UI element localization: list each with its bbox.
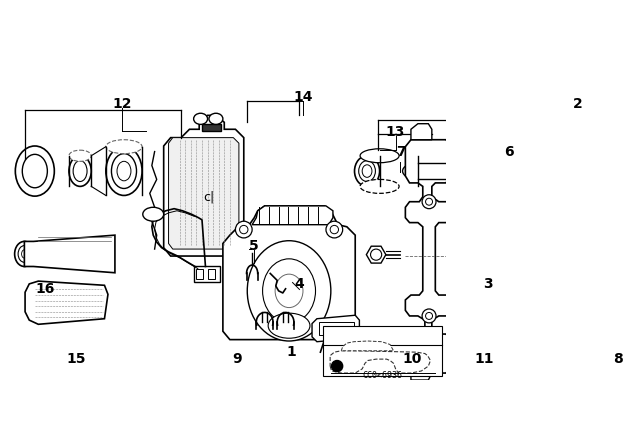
- Text: 12: 12: [112, 97, 132, 111]
- Text: 15: 15: [67, 352, 86, 366]
- Ellipse shape: [360, 149, 399, 163]
- Polygon shape: [366, 246, 386, 263]
- Bar: [194, 267, 220, 282]
- Text: 7: 7: [396, 145, 405, 159]
- Ellipse shape: [431, 163, 461, 179]
- Polygon shape: [312, 315, 360, 342]
- Ellipse shape: [267, 268, 274, 276]
- Bar: [207, 269, 214, 279]
- Ellipse shape: [111, 154, 136, 189]
- Ellipse shape: [143, 207, 164, 221]
- Ellipse shape: [15, 241, 34, 267]
- Ellipse shape: [106, 140, 142, 154]
- Bar: [196, 269, 204, 279]
- Text: 4: 4: [294, 277, 305, 291]
- Ellipse shape: [355, 156, 380, 186]
- Polygon shape: [252, 206, 333, 225]
- Ellipse shape: [426, 198, 433, 205]
- Polygon shape: [223, 206, 355, 340]
- Text: 6: 6: [504, 145, 513, 159]
- Text: 13: 13: [386, 125, 405, 139]
- Text: 10: 10: [403, 352, 422, 366]
- Bar: [202, 124, 221, 131]
- Ellipse shape: [362, 165, 372, 177]
- Ellipse shape: [15, 146, 54, 196]
- Ellipse shape: [22, 250, 27, 258]
- Ellipse shape: [262, 259, 316, 323]
- Ellipse shape: [236, 221, 252, 238]
- Ellipse shape: [403, 163, 433, 179]
- Ellipse shape: [426, 312, 433, 319]
- Ellipse shape: [330, 225, 339, 234]
- Polygon shape: [330, 351, 431, 373]
- Ellipse shape: [247, 241, 331, 341]
- Ellipse shape: [326, 221, 342, 238]
- Ellipse shape: [249, 279, 255, 287]
- Ellipse shape: [194, 113, 207, 125]
- Polygon shape: [411, 124, 432, 140]
- Ellipse shape: [282, 283, 290, 292]
- Text: c|: c|: [204, 190, 214, 203]
- Polygon shape: [341, 341, 394, 351]
- Ellipse shape: [268, 313, 310, 338]
- Ellipse shape: [106, 146, 142, 195]
- Text: 9: 9: [232, 352, 242, 366]
- Ellipse shape: [69, 156, 92, 186]
- Text: 3: 3: [483, 277, 492, 291]
- Text: 2: 2: [573, 97, 583, 111]
- Text: 1: 1: [286, 345, 296, 359]
- Bar: [319, 322, 354, 336]
- Polygon shape: [405, 140, 452, 373]
- Ellipse shape: [422, 309, 436, 323]
- Ellipse shape: [209, 113, 223, 125]
- Polygon shape: [24, 235, 115, 273]
- Bar: [323, 326, 442, 376]
- Polygon shape: [411, 373, 432, 380]
- Ellipse shape: [22, 155, 47, 188]
- Ellipse shape: [275, 274, 303, 308]
- Ellipse shape: [73, 161, 87, 181]
- Text: 11: 11: [474, 352, 494, 366]
- Polygon shape: [25, 281, 108, 324]
- Ellipse shape: [358, 161, 376, 181]
- Text: 5: 5: [250, 239, 259, 253]
- Text: 8: 8: [614, 352, 623, 366]
- Text: 16: 16: [36, 283, 55, 297]
- Text: 14: 14: [293, 90, 313, 104]
- Ellipse shape: [422, 195, 436, 209]
- Polygon shape: [164, 115, 244, 256]
- Polygon shape: [168, 138, 239, 249]
- Ellipse shape: [239, 225, 248, 234]
- Ellipse shape: [117, 161, 131, 181]
- Ellipse shape: [69, 150, 92, 161]
- Ellipse shape: [18, 246, 31, 263]
- Ellipse shape: [360, 179, 399, 194]
- Circle shape: [332, 361, 342, 372]
- Text: CC0<6936: CC0<6936: [362, 371, 403, 380]
- Ellipse shape: [371, 249, 381, 260]
